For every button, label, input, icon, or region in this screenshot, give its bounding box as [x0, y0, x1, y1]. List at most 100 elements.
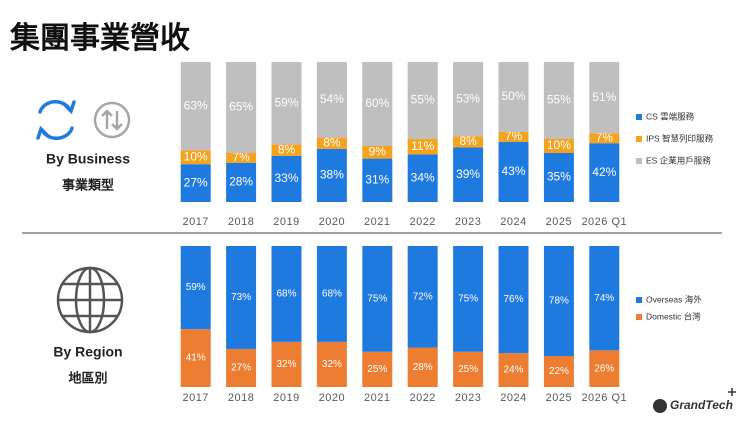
legend-swatch	[636, 136, 642, 142]
data-label: 7%	[232, 150, 250, 164]
bar-segment	[589, 246, 620, 351]
bar-segment	[407, 347, 438, 387]
data-label: 55%	[411, 93, 435, 107]
bar-segment	[226, 162, 257, 202]
x-tick-label: 2018	[228, 392, 254, 404]
data-label: 74%	[594, 293, 614, 304]
data-label: 28%	[229, 175, 253, 189]
bar-segment	[407, 62, 438, 139]
data-label: 41%	[186, 353, 206, 364]
data-label: 53%	[456, 91, 480, 105]
x-tick-label: 2024	[500, 392, 526, 404]
section-label: By Region	[53, 344, 122, 360]
legend-label: IPS 智慧列印服務	[646, 133, 714, 143]
legend-swatch	[636, 158, 642, 164]
bar-segment	[498, 353, 529, 387]
x-tick-label: 2021	[364, 392, 390, 404]
bar-segment	[589, 143, 620, 202]
x-tick-label: 2022	[409, 392, 435, 404]
bar-segment	[226, 153, 257, 163]
data-label: 50%	[501, 89, 525, 103]
x-tick-label: 2024	[500, 216, 526, 228]
data-label: 39%	[456, 167, 480, 181]
bar-segment	[271, 144, 302, 156]
bar-segment	[316, 62, 347, 138]
x-tick-label: 2017	[182, 392, 208, 404]
bar-segment	[498, 132, 529, 142]
logo-plus	[728, 388, 736, 396]
legend-label: Domestic 台灣	[646, 311, 701, 321]
bar-segment	[498, 246, 529, 354]
x-tick-label: 2021	[364, 216, 390, 228]
data-label: 76%	[503, 294, 523, 305]
bar-segment	[589, 133, 620, 144]
x-tick-label: 2018	[228, 216, 254, 228]
bar-segment	[362, 351, 393, 387]
data-label: 38%	[320, 168, 344, 182]
data-label: 11%	[411, 139, 434, 153]
data-label: 75%	[367, 294, 387, 305]
data-label: 8%	[278, 142, 296, 156]
bar-segment	[362, 158, 393, 202]
data-label: 7%	[596, 130, 614, 144]
data-label: 72%	[413, 291, 433, 302]
legend-swatch	[636, 314, 642, 320]
legend-label: CS 雲端服務	[646, 111, 695, 121]
data-label: 75%	[458, 294, 478, 305]
bar-segment	[271, 62, 302, 145]
logo-mark	[653, 399, 667, 413]
x-tick-label: 2019	[273, 392, 299, 404]
section-sublabel: 事業類型	[62, 177, 114, 192]
data-label: 22%	[549, 366, 569, 377]
bar-segment	[362, 246, 393, 352]
bar-segment	[453, 136, 484, 148]
x-tick-label: 2025	[546, 392, 572, 404]
x-tick-label: 2025	[546, 216, 572, 228]
logo: GrandTech	[670, 398, 733, 412]
data-label: 10%	[184, 149, 208, 163]
data-label: 51%	[592, 90, 616, 104]
bar-segment	[271, 155, 302, 202]
bar-segment	[498, 62, 529, 132]
data-label: 8%	[323, 135, 341, 149]
bar-segment	[316, 341, 347, 387]
bar-segment	[407, 246, 438, 348]
bar-segment	[407, 154, 438, 202]
bar-segment	[316, 246, 347, 342]
bar-segment	[362, 146, 393, 159]
data-label: 78%	[549, 296, 569, 307]
x-tick-label: 2020	[319, 392, 345, 404]
data-label: 68%	[322, 289, 342, 300]
legend-swatch	[636, 114, 642, 120]
bar-segment	[180, 150, 211, 165]
bar-segment	[362, 62, 393, 146]
data-label: 27%	[184, 175, 208, 189]
data-label: 32%	[276, 359, 296, 370]
data-label: 59%	[186, 282, 206, 293]
data-label: 33%	[274, 171, 298, 185]
bar-segment	[543, 246, 574, 356]
data-label: 68%	[276, 289, 296, 300]
bar-segment	[543, 153, 574, 202]
refresh-icon	[36, 100, 76, 140]
x-tick-label: 2023	[455, 216, 481, 228]
x-tick-label: 2019	[273, 216, 299, 228]
data-label: 26%	[594, 363, 614, 374]
data-label: 35%	[547, 170, 571, 184]
x-tick-label: 2020	[319, 216, 345, 228]
data-label: 55%	[547, 93, 571, 107]
data-label: 43%	[501, 164, 525, 178]
slide-title: 集團事業營收	[9, 22, 190, 55]
x-tick-label: 2026 Q1	[581, 392, 627, 404]
globe-icon	[56, 266, 124, 334]
data-label: 60%	[365, 96, 389, 110]
bar-segment	[543, 62, 574, 139]
data-label: 34%	[411, 170, 435, 184]
x-tick-label: 2023	[455, 392, 481, 404]
bar-segment	[180, 246, 211, 330]
bar-segment	[453, 246, 484, 352]
data-label: 8%	[459, 134, 477, 148]
bar-segment	[271, 341, 302, 387]
bar-segment	[543, 139, 574, 153]
data-label: 59%	[274, 95, 298, 109]
